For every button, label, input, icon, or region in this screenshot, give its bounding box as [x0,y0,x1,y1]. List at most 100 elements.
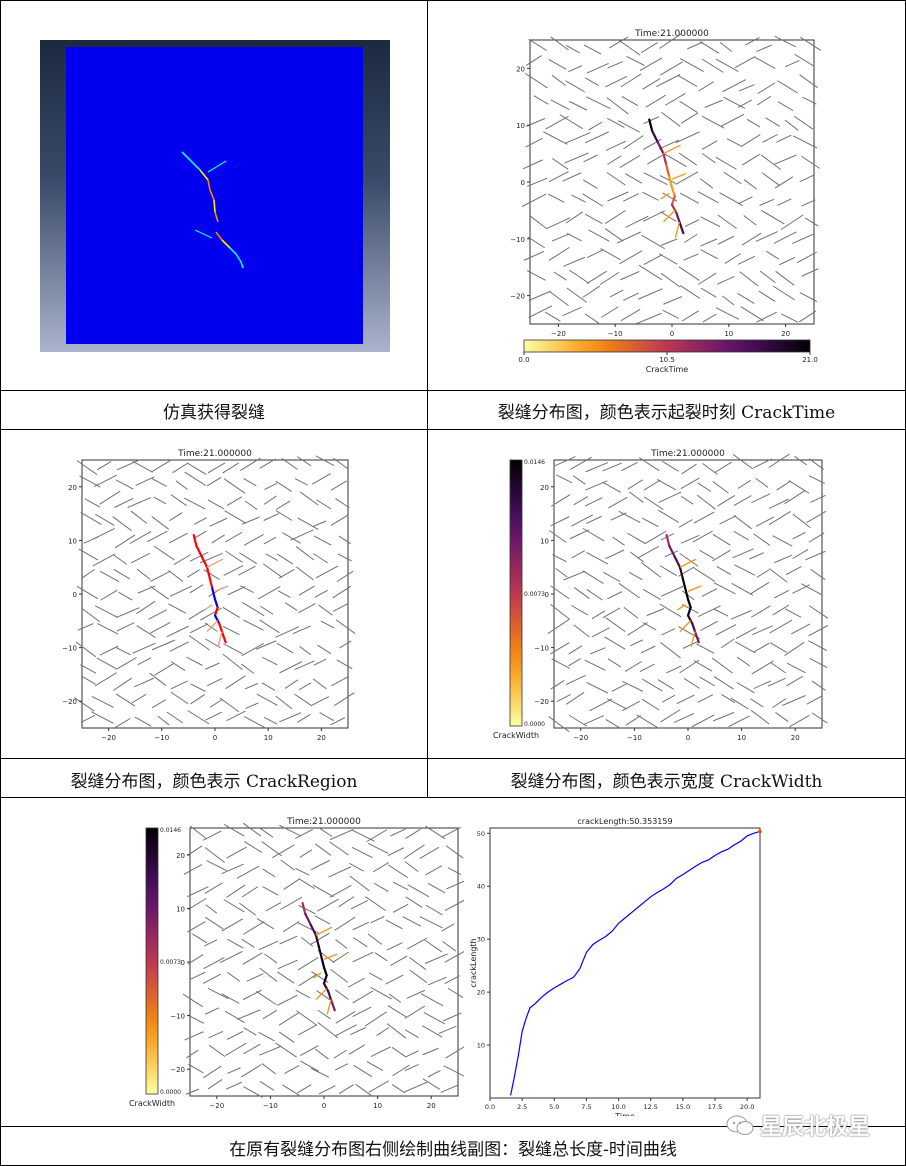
fracture [80,714,96,723]
fracture [317,1009,332,1020]
fracture [590,647,606,655]
fracture [643,116,660,125]
fracture [188,608,206,620]
fracture [202,830,222,841]
chart-title: Time:21.000000 [650,449,725,459]
fracture [802,96,817,105]
fracture [127,497,151,508]
fracture [775,270,795,286]
fracture [696,643,715,654]
fracture [422,1078,441,1090]
fracture [332,585,352,599]
fracture [556,694,571,702]
fracture [811,680,826,691]
fracture [679,192,699,204]
fracture [256,990,277,1006]
fracture [734,564,756,576]
fracture [316,499,332,510]
fracture [442,1012,462,1022]
fracture [405,1050,419,1058]
fracture [292,625,311,635]
fracture [227,586,246,596]
fracture [333,457,349,470]
fracture [350,1027,366,1036]
fracture [800,36,822,51]
fracture [353,937,368,948]
fracture [192,933,208,944]
fracture [724,253,741,264]
crack-branch [679,620,692,633]
fracture [242,601,265,617]
fracture [810,568,826,580]
simulated-crack [181,151,244,269]
crack-segment [678,566,684,580]
fracture [313,658,327,666]
fracture-network [73,455,356,729]
fracture [330,968,349,983]
fracture [529,215,547,229]
fracture [351,846,373,859]
fracture [755,231,778,242]
fracture [339,640,352,649]
fracture [772,698,787,709]
fracture [409,957,427,970]
fracture [364,896,387,912]
fracture [298,973,318,987]
fracture [282,921,300,933]
fracture [419,916,443,929]
fracture [100,589,118,601]
fracture [242,952,263,965]
fracture [605,75,628,88]
fracture [620,73,642,88]
fracture [525,137,543,148]
fracture [441,826,461,838]
fracture [422,1025,443,1038]
crack-segment [192,533,198,547]
fracture [608,36,628,49]
fracture [726,138,742,147]
fracture [736,656,751,667]
fracture [256,693,278,706]
fracture [701,588,718,597]
table-border [427,0,428,797]
fracture [600,248,621,261]
fracture [796,251,818,264]
fracture [733,514,753,530]
fracture [186,845,203,857]
fracture [573,496,589,506]
crack-segment [656,141,665,155]
fracture [662,694,676,703]
fracture [565,80,585,93]
fracture [443,1065,464,1077]
fracture [219,950,243,963]
fracture [349,875,370,892]
fracture [586,551,609,565]
fracture [602,607,621,619]
fracture [406,989,426,999]
fracture [166,711,184,724]
fracture [606,97,629,115]
fracture [296,1010,318,1026]
fracture [405,828,421,840]
fracture [568,65,583,73]
fracture [329,841,349,856]
crack-region-chart: Time:21.000000 −20 −10 0 10 20 20 10 0 −10 −20 [58,446,358,742]
fracture [699,676,715,687]
fracture [116,459,141,471]
fracture [440,1084,458,1093]
fracture [300,936,314,947]
chart-title: crackLength:50.353159 [577,817,672,826]
crack-segment [218,622,224,633]
fracture [366,1061,384,1071]
fracture [115,479,134,490]
fracture [370,916,385,924]
fracture [591,610,606,620]
fracture [806,510,827,524]
fracture [99,490,121,505]
fracture [768,568,788,583]
fracture [404,861,419,873]
fracture-network [547,453,828,733]
fracture [753,533,771,546]
fracture [317,1022,339,1039]
fracture [352,951,374,963]
